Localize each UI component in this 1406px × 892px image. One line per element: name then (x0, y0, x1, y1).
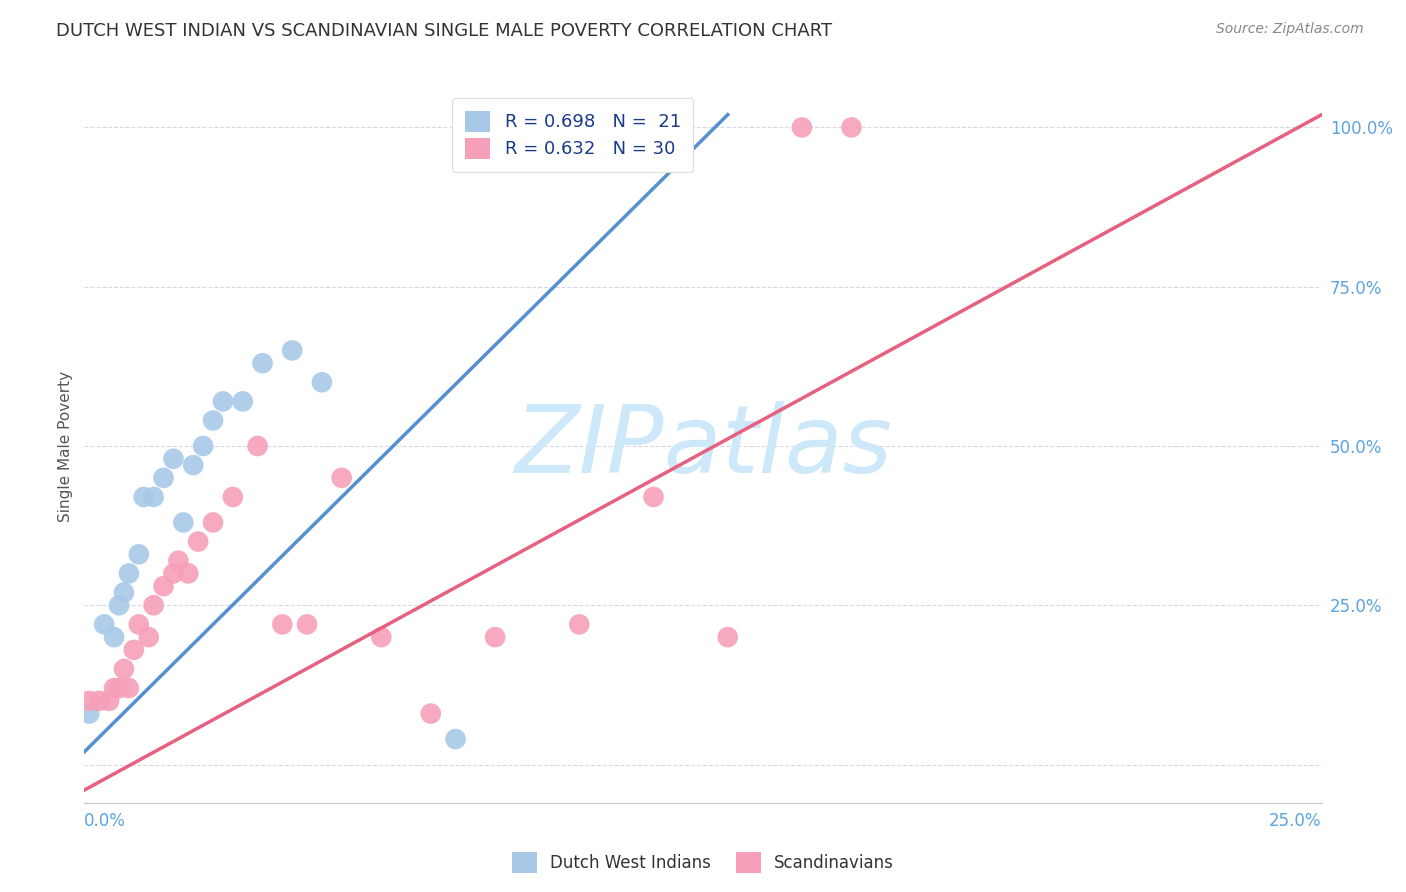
Point (252, 356, 274, 370)
Point (232, 394, 254, 409)
Point (128, 547, 150, 561)
Point (295, 617, 318, 632)
Point (202, 516, 225, 530)
Point (281, 343, 304, 358)
Point (162, 451, 184, 466)
Point (98, 694, 121, 708)
Point (246, 439, 269, 453)
Point (643, 490, 665, 504)
Point (202, 413, 225, 427)
Legend: Dutch West Indians, Scandinavians: Dutch West Indians, Scandinavians (505, 846, 901, 880)
Point (167, 554, 190, 568)
Y-axis label: Single Male Poverty: Single Male Poverty (58, 370, 73, 522)
Point (138, 630, 160, 644)
Text: 25.0%: 25.0% (1270, 812, 1322, 830)
Point (181, 458, 204, 472)
Point (128, 617, 150, 632)
Point (142, 490, 165, 504)
Point (444, 732, 467, 747)
Point (162, 566, 184, 581)
Point (132, 490, 155, 504)
Point (790, 120, 813, 135)
Point (112, 585, 135, 599)
Point (191, 439, 214, 453)
Point (89, 694, 111, 708)
Point (118, 681, 141, 695)
Point (108, 599, 131, 613)
Point (484, 630, 506, 644)
Point (152, 471, 174, 485)
Point (93, 617, 115, 632)
Point (152, 579, 174, 593)
Point (330, 471, 353, 485)
Point (370, 630, 392, 644)
Legend: R = 0.698   N =  21, R = 0.632   N = 30: R = 0.698 N = 21, R = 0.632 N = 30 (453, 98, 693, 171)
Point (108, 681, 131, 695)
Point (271, 617, 294, 632)
Point (311, 376, 333, 390)
Point (717, 630, 740, 644)
Point (103, 630, 125, 644)
Point (222, 490, 245, 504)
Point (419, 706, 441, 721)
Point (187, 534, 209, 549)
Text: DUTCH WEST INDIAN VS SCANDINAVIAN SINGLE MALE POVERTY CORRELATION CHART: DUTCH WEST INDIAN VS SCANDINAVIAN SINGLE… (56, 22, 832, 40)
Point (212, 394, 235, 409)
Point (172, 516, 194, 530)
Point (79, 694, 101, 708)
Point (79, 706, 101, 721)
Text: Source: ZipAtlas.com: Source: ZipAtlas.com (1216, 22, 1364, 37)
Point (142, 599, 165, 613)
Point (118, 566, 141, 581)
Point (568, 617, 591, 632)
Point (177, 566, 200, 581)
Point (841, 120, 863, 135)
Text: ZIPatlas: ZIPatlas (515, 401, 891, 491)
Point (103, 681, 125, 695)
Point (122, 643, 145, 657)
Text: 0.0%: 0.0% (84, 812, 127, 830)
Point (112, 662, 135, 676)
